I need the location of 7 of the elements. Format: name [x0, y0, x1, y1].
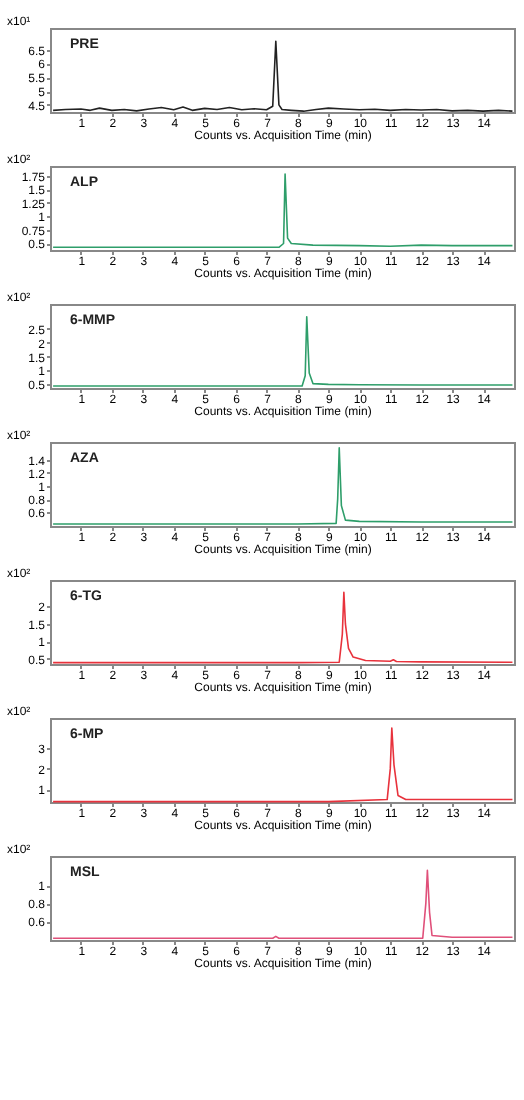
line-series — [52, 727, 514, 803]
line-series — [52, 40, 514, 112]
line-series — [52, 173, 514, 249]
line-series — [52, 869, 514, 940]
line-series — [52, 447, 514, 525]
line-series — [52, 315, 514, 387]
line-series — [52, 591, 514, 664]
